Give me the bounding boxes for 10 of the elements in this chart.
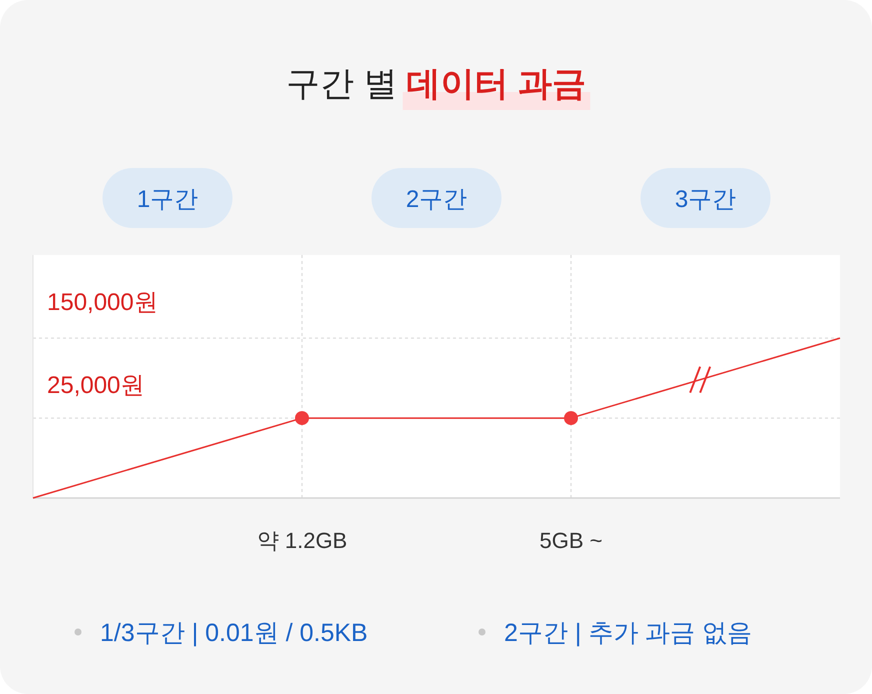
annotation: 25,000원 [47, 372, 144, 399]
text: 2구간 | 추가 과금 없음 [504, 619, 752, 647]
text: 1/3구간 | 0.01원 / 0.5KB [100, 619, 368, 647]
x-tick-label: 5GB ~ [540, 528, 602, 553]
text: 3구간 [674, 186, 736, 213]
text: 2구간 [406, 186, 468, 213]
chart-title: 구간 별 데이터 과금 [286, 65, 586, 103]
text: 1구간 [136, 186, 198, 213]
x-tick-label: 약 1.2GB [256, 528, 348, 553]
text: 150,000원 [47, 289, 158, 316]
